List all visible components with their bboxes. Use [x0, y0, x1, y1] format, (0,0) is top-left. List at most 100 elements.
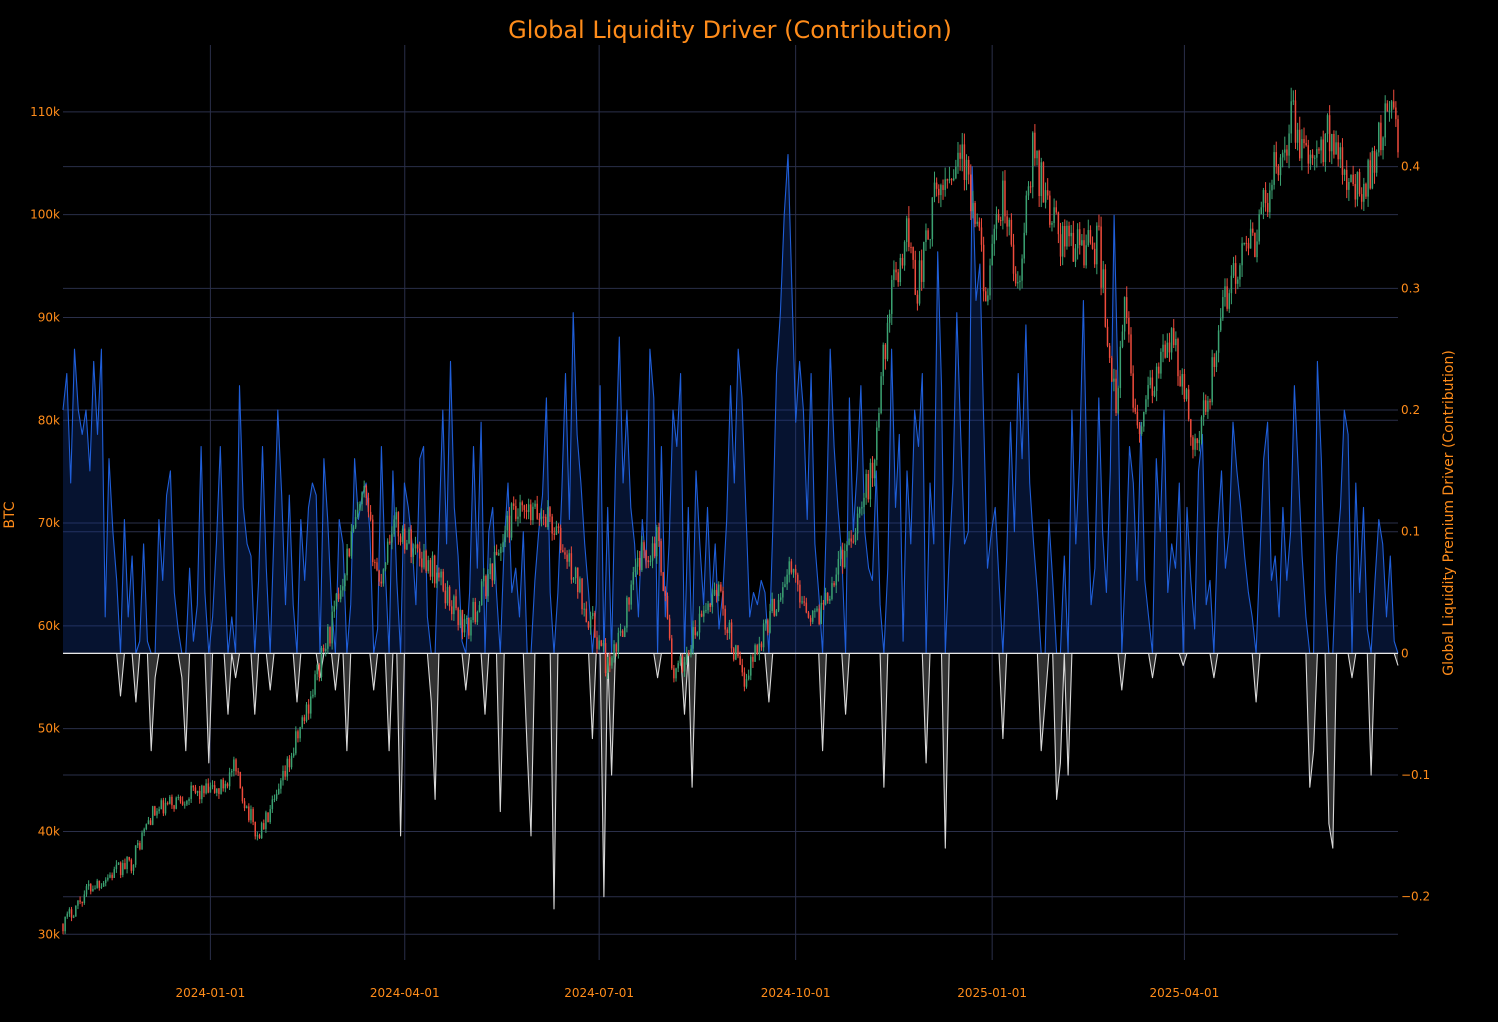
- candle-body: [1034, 132, 1036, 159]
- candle-body: [1140, 426, 1143, 435]
- candle-body: [591, 612, 594, 617]
- candle-body: [948, 179, 951, 181]
- candle-body: [194, 787, 197, 793]
- candle-body: [634, 566, 637, 573]
- candle-body: [412, 548, 415, 557]
- candle-body: [1219, 318, 1222, 331]
- x-tick-label: 2024-04-01: [370, 986, 440, 1000]
- candle-body: [175, 797, 177, 809]
- candle-body: [384, 562, 387, 570]
- candle-body: [451, 606, 453, 615]
- candle-body: [666, 595, 669, 619]
- grid: [63, 45, 1398, 960]
- candle-body: [158, 809, 160, 812]
- candle-body: [1380, 122, 1382, 151]
- candle-body: [164, 802, 167, 814]
- candle-body: [865, 473, 867, 498]
- candle-body: [1356, 172, 1359, 200]
- candle-body: [500, 546, 502, 554]
- liquidity-driver-area-series: [62, 153, 1399, 910]
- candle-body: [624, 627, 626, 637]
- y-left-tick-label: 80k: [38, 413, 60, 427]
- candle-body: [1348, 181, 1350, 190]
- y-right-tick-label: 0.1: [1401, 525, 1420, 539]
- candle-body: [169, 796, 171, 804]
- candle-body: [944, 179, 946, 191]
- btc-candlestick-series: [62, 87, 1399, 935]
- candle-body: [662, 572, 664, 591]
- candle-body: [1215, 352, 1218, 367]
- candle-body: [999, 220, 1002, 222]
- y-axis-left-title: BTC: [2, 501, 18, 528]
- candle-body: [1038, 150, 1040, 197]
- candle-body: [98, 880, 101, 888]
- candle-body: [619, 630, 622, 633]
- candle-body: [1284, 149, 1286, 153]
- candle-body: [841, 549, 844, 568]
- y-right-tick-label: 0.3: [1401, 281, 1420, 295]
- candle-body: [442, 571, 444, 591]
- candle-body: [448, 586, 451, 607]
- candle-body: [647, 560, 650, 563]
- candle-body: [519, 502, 521, 517]
- y-left-tick-label: 30k: [38, 927, 60, 941]
- candle-body: [457, 608, 459, 626]
- candle-body: [1106, 326, 1109, 346]
- candle-body: [786, 574, 788, 585]
- candle-body: [252, 809, 254, 823]
- candle-body: [690, 648, 692, 655]
- candle-body: [713, 589, 716, 595]
- candle-body: [493, 551, 496, 581]
- candle-body: [784, 584, 786, 588]
- candle-body: [196, 790, 199, 793]
- candle-body: [961, 144, 964, 159]
- candle-body: [440, 571, 442, 578]
- candle-body: [1072, 232, 1075, 262]
- candle-body: [211, 785, 214, 787]
- candle-body: [628, 597, 630, 605]
- candle-body: [399, 536, 402, 543]
- candle-body: [544, 516, 547, 528]
- candle-body: [160, 800, 163, 810]
- candle-body: [367, 497, 370, 512]
- candle-body: [115, 864, 118, 870]
- candle-body: [324, 648, 327, 652]
- candle-body: [474, 601, 476, 623]
- candle-body: [248, 806, 250, 821]
- candle-body: [1046, 190, 1049, 196]
- candle-body: [181, 801, 184, 805]
- candle-body: [1256, 241, 1258, 258]
- candle-body: [134, 845, 137, 865]
- candle-body: [1104, 269, 1107, 327]
- candle-body: [1143, 411, 1145, 427]
- candle-body: [596, 637, 598, 649]
- candle-body: [265, 812, 267, 830]
- candle-body: [1241, 243, 1243, 266]
- candle-body: [527, 504, 530, 513]
- x-tick-label: 2024-10-01: [761, 986, 831, 1000]
- y-left-tick-label: 40k: [38, 824, 60, 838]
- candle-body: [307, 704, 310, 714]
- candle-body: [1091, 242, 1094, 249]
- candle-body: [833, 583, 835, 586]
- candle-body: [1386, 103, 1389, 112]
- candle-body: [1074, 248, 1077, 262]
- candle-body: [762, 623, 765, 648]
- candle-body: [1170, 328, 1173, 353]
- candle-body: [547, 507, 549, 528]
- candle-body: [1378, 122, 1380, 153]
- candle-body: [1083, 240, 1085, 266]
- candle-body: [583, 608, 585, 610]
- candle-body: [1136, 411, 1139, 426]
- candle-body: [263, 823, 265, 830]
- candle-body: [478, 605, 481, 612]
- candle-body: [171, 796, 173, 806]
- candle-body: [117, 862, 120, 865]
- candle-body: [1192, 437, 1194, 450]
- candle-body: [1335, 142, 1337, 155]
- candle-body: [803, 601, 805, 603]
- candle-body: [1053, 207, 1055, 223]
- candle-body: [495, 551, 498, 556]
- candle-body: [72, 916, 75, 918]
- candle-body: [820, 602, 823, 625]
